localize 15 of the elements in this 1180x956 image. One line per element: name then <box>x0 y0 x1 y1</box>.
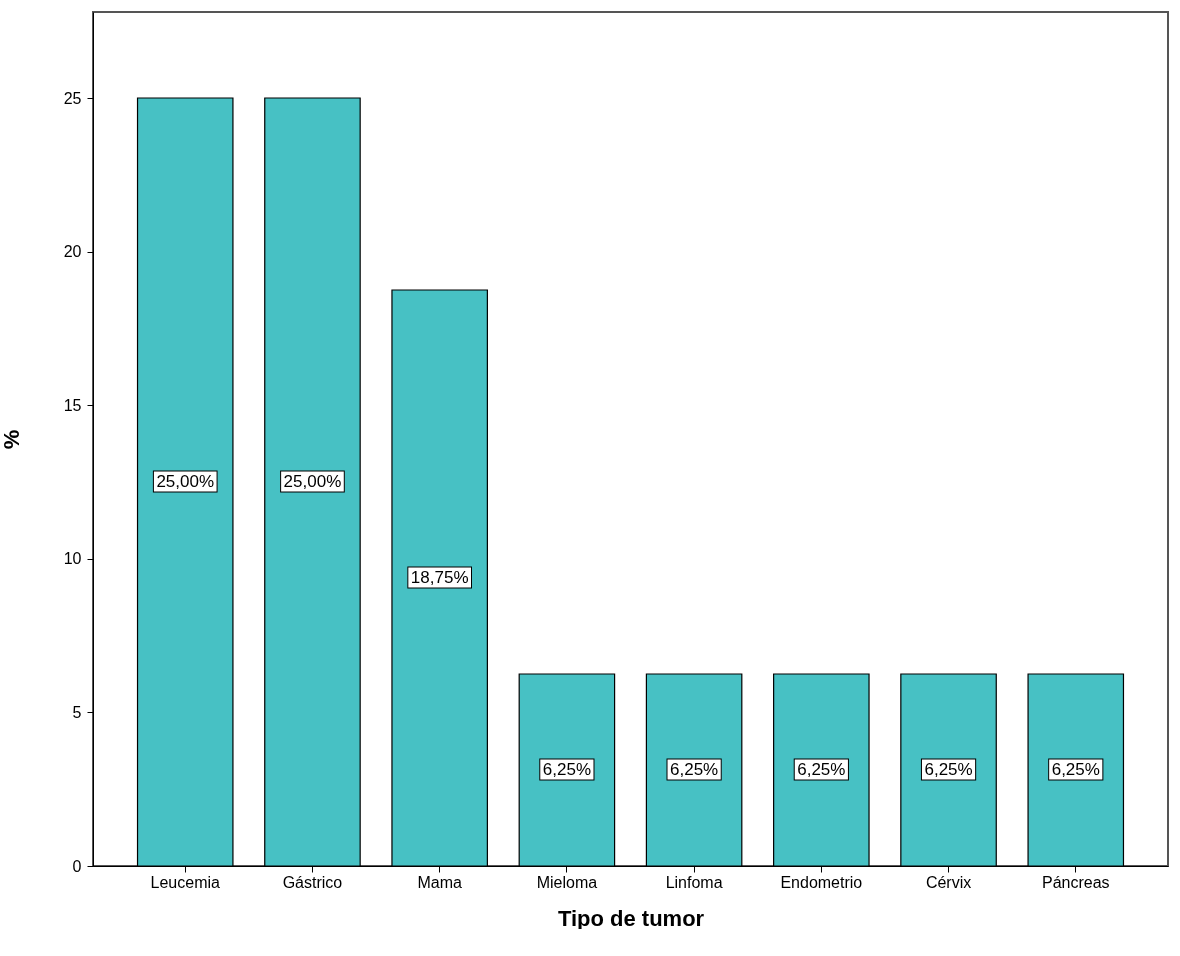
x-tick-label: Leucemia <box>150 873 221 891</box>
y-tick-label: 10 <box>63 550 82 568</box>
y-tick-label: 15 <box>63 396 82 414</box>
x-tick-label: Mieloma <box>536 873 598 891</box>
x-tick-label: Endometrio <box>780 873 863 891</box>
x-tick-label: Gástrico <box>282 873 343 891</box>
x-tick-label: Mama <box>417 873 462 891</box>
y-tick-label: 20 <box>63 243 82 261</box>
x-tick-label: Páncreas <box>1041 873 1110 891</box>
y-axis-title: % <box>0 429 24 450</box>
y-tick-label: 0 <box>72 857 82 875</box>
y-tick-label: 5 <box>72 703 82 721</box>
y-tick-label: 25 <box>63 89 82 107</box>
x-tick-label: Linfoma <box>665 873 723 891</box>
x-tick-label: Cérvix <box>925 873 972 891</box>
